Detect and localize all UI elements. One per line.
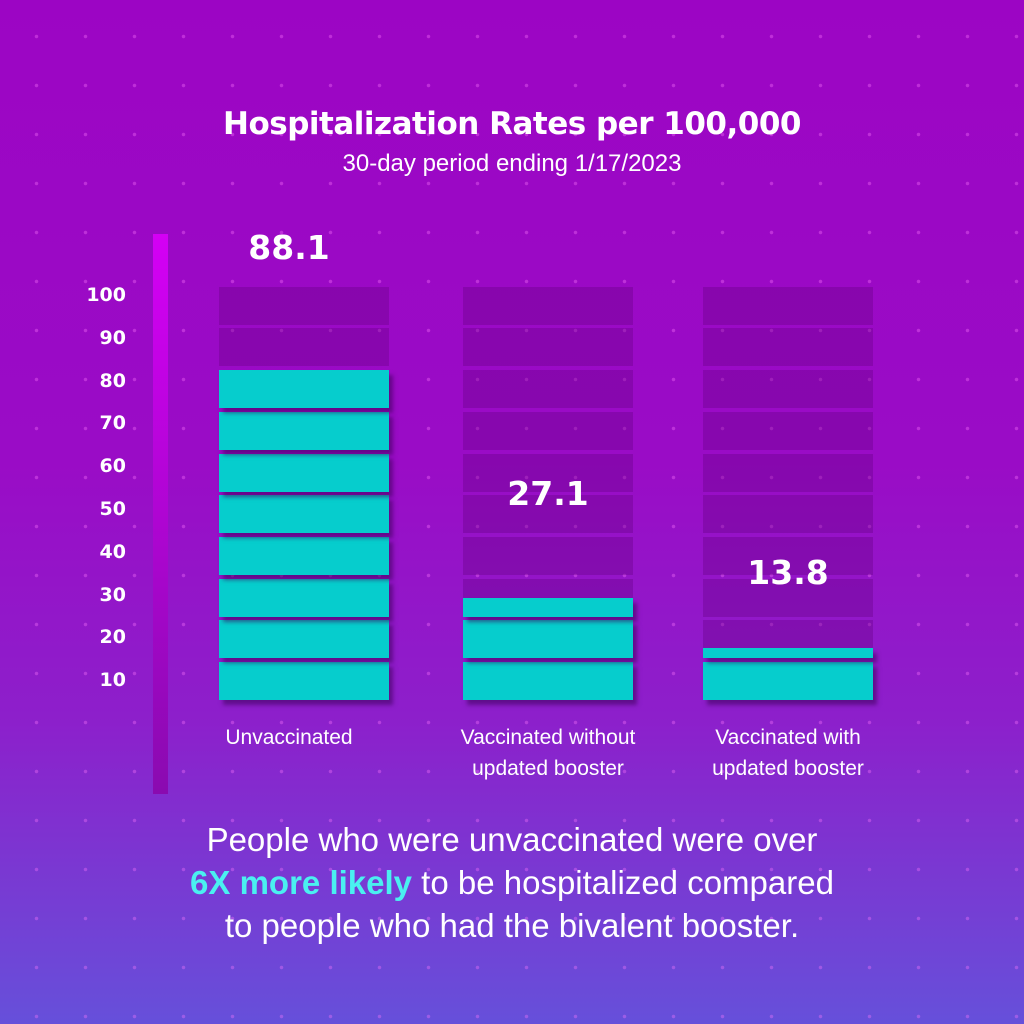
bar-segment: [219, 495, 389, 534]
bar-track-segment: [703, 453, 873, 492]
bar-track-segment: [463, 411, 633, 450]
category-label-line: updated booster: [472, 757, 624, 780]
footer-highlight: 6X more likely: [190, 864, 413, 901]
footer-line-1: People who were unvaccinated were over: [206, 821, 818, 858]
y-tick-label: 60: [99, 455, 126, 478]
footer-line-2: 6X more likely to be hospitalized compar…: [0, 861, 1024, 904]
bar-segment: [219, 453, 389, 492]
bar-track-segment: [219, 328, 389, 367]
bar-segment: [463, 662, 633, 700]
bar-track-segment: [703, 370, 873, 409]
bar-track-segment: [463, 370, 633, 409]
category-label-line: updated booster: [712, 757, 864, 780]
bar-segment: [463, 620, 633, 659]
bar-track-segment: [703, 536, 873, 575]
category-label: Unvaccinated: [179, 722, 399, 753]
bar-track-segment: [703, 578, 873, 617]
bar-track-segment: [703, 328, 873, 367]
chart-subtitle: 30-day period ending 1/17/2023: [342, 150, 682, 177]
bar-track-segment: [703, 495, 873, 534]
bar-value-label: 13.8: [747, 553, 829, 592]
bar-track-segment: [219, 286, 389, 325]
category-label-line: Vaccinated with: [715, 726, 861, 749]
bar-track-segment: [703, 286, 873, 325]
bar-track-segment: [703, 411, 873, 450]
category-label-line: Vaccinated without: [460, 726, 636, 749]
category-label: Vaccinated with updated booster: [678, 722, 898, 784]
footer-line-2-rest: to be hospitalized compared: [412, 864, 834, 901]
bar-track-segment: [463, 286, 633, 325]
footer-text: People who were unvaccinated were over 6…: [0, 818, 1024, 947]
chart-title: Hospitalization Rates per 100,000: [223, 106, 801, 142]
y-tick-label: 100: [86, 284, 126, 306]
y-tick-label: 50: [99, 498, 126, 520]
bar-value-label: 27.1: [507, 474, 589, 513]
footer-line-3: to people who had the bivalent booster.: [224, 907, 800, 944]
category-label-line: Unvaccinated: [225, 726, 353, 749]
y-tick-label: 30: [99, 583, 126, 606]
y-tick-label: 70: [99, 412, 126, 435]
bar-segment: [219, 411, 389, 450]
y-axis-bar: [153, 234, 168, 794]
bar-value-label: 88.1: [248, 228, 330, 267]
bar-track-segment: [463, 536, 633, 575]
bar-segment: [703, 662, 873, 700]
bar-track-segment: [463, 453, 633, 492]
bar-segment: [219, 620, 389, 659]
bar-segment: [219, 662, 389, 700]
bar-segment: [219, 536, 389, 575]
category-label: Vaccinated without updated booster: [438, 722, 658, 784]
bar-segment: [703, 648, 873, 659]
bar-track-segment: [463, 495, 633, 534]
y-tick-label: 10: [99, 669, 126, 692]
y-tick-label: 20: [99, 626, 126, 649]
bar-track-segment: [463, 328, 633, 367]
bar-segment: [219, 578, 389, 617]
y-tick-label: 80: [99, 369, 126, 392]
y-tick-label: 40: [99, 540, 126, 563]
bar-segment: [219, 370, 389, 409]
y-tick-label: 90: [99, 326, 126, 349]
bar-segment: [463, 598, 633, 617]
